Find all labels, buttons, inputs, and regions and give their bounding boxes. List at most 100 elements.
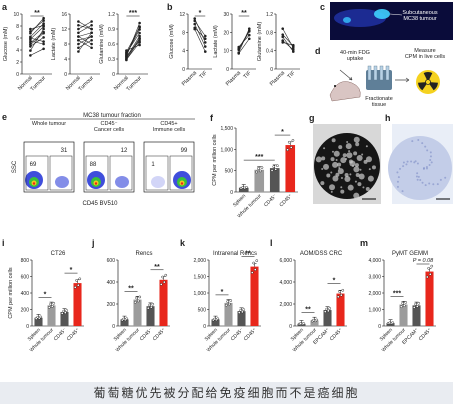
cell-cloud bbox=[151, 176, 165, 188]
y-tick-label: 8 bbox=[16, 24, 19, 30]
texture-spot bbox=[432, 183, 435, 186]
y-tick-label: 1,000 bbox=[193, 291, 206, 297]
panel-letter-b: b bbox=[167, 2, 173, 12]
texture-spot bbox=[357, 182, 362, 187]
data-point bbox=[341, 289, 345, 292]
data-point bbox=[90, 38, 93, 42]
texture-spot bbox=[396, 185, 399, 188]
pair-line bbox=[30, 32, 44, 45]
pair-line bbox=[126, 29, 140, 55]
panel-letter-l: l bbox=[270, 238, 273, 248]
y-tick-label: 10 bbox=[223, 49, 229, 55]
data-point bbox=[237, 47, 241, 51]
data-point bbox=[239, 308, 242, 312]
y-tick-label: 0.4 bbox=[266, 49, 273, 55]
pair-line bbox=[30, 26, 44, 40]
gate-right bbox=[169, 155, 193, 191]
gate-percent: 99 bbox=[181, 148, 188, 154]
data-point bbox=[42, 19, 45, 22]
texture-spot bbox=[425, 165, 428, 168]
radiation-blade bbox=[428, 82, 438, 91]
data-point bbox=[281, 35, 285, 39]
texture-spot bbox=[410, 160, 413, 163]
y-tick-label: 8 bbox=[64, 42, 67, 48]
data-point bbox=[272, 165, 276, 168]
bar bbox=[120, 319, 129, 326]
data-point bbox=[64, 311, 67, 314]
y-tick-label: 0.6 bbox=[108, 42, 115, 48]
data-point bbox=[291, 50, 295, 53]
data-point bbox=[39, 315, 43, 319]
sig-label: * bbox=[281, 129, 284, 136]
texture-spot bbox=[353, 192, 360, 199]
texture-spot bbox=[333, 150, 340, 157]
data-point bbox=[224, 303, 228, 307]
pair-line bbox=[282, 40, 294, 50]
pair-line bbox=[30, 48, 44, 56]
x-tick-label: CD45⁺ bbox=[152, 327, 167, 342]
x-tick-label: CD45⁻ bbox=[230, 327, 245, 342]
panel-letter-e: e bbox=[2, 112, 7, 122]
column-header: CD45+ Immune cells bbox=[153, 121, 186, 133]
data-point bbox=[65, 309, 69, 312]
data-point bbox=[286, 148, 289, 152]
data-point bbox=[429, 272, 432, 276]
y-axis-label: Glucose (mM) bbox=[3, 27, 9, 62]
texture-spot bbox=[331, 150, 334, 153]
data-point bbox=[60, 312, 64, 315]
data-point bbox=[52, 302, 56, 305]
data-point bbox=[404, 301, 408, 304]
data-point bbox=[77, 27, 80, 31]
y-tick-label: 0 bbox=[112, 72, 115, 78]
data-point bbox=[281, 41, 285, 44]
texture-spot bbox=[342, 153, 347, 158]
y-tick-label: 4,000 bbox=[279, 280, 292, 286]
texture-spot bbox=[346, 152, 353, 159]
y-tick-label: 20 bbox=[223, 30, 229, 36]
data-point bbox=[252, 261, 255, 265]
bar bbox=[146, 306, 155, 326]
texture-spot bbox=[359, 168, 362, 171]
gate-percent: 12 bbox=[121, 148, 128, 154]
panel-g-image bbox=[313, 124, 381, 204]
step-label: Measure CPM in live cells bbox=[405, 48, 446, 60]
data-point bbox=[135, 296, 138, 300]
data-point bbox=[51, 305, 54, 308]
texture-spot bbox=[436, 183, 439, 186]
texture-spot bbox=[329, 184, 336, 191]
data-point bbox=[77, 31, 80, 35]
panel-letter-i: i bbox=[2, 238, 5, 248]
pair-line bbox=[78, 32, 92, 37]
data-point bbox=[203, 45, 207, 48]
data-point bbox=[323, 310, 327, 313]
sig-label: ** bbox=[245, 251, 251, 258]
x-tick-label: CD45⁺ bbox=[279, 193, 294, 208]
y-tick-label: 600 bbox=[107, 258, 116, 264]
gate-left bbox=[85, 155, 109, 191]
data-point bbox=[328, 307, 332, 310]
texture-spot bbox=[421, 142, 424, 145]
panel-letter-k: k bbox=[180, 238, 186, 248]
data-point bbox=[137, 299, 140, 303]
sig-label: * bbox=[221, 289, 224, 296]
tube bbox=[373, 65, 378, 81]
sig-label: * bbox=[199, 10, 202, 17]
fraction-title: MC38 tumour fraction bbox=[83, 113, 141, 119]
y-tick-label: 0 bbox=[64, 72, 67, 78]
pair-line bbox=[238, 28, 250, 53]
sig-label: *** bbox=[129, 10, 137, 17]
data-point bbox=[42, 36, 45, 39]
y-tick-label: 4 bbox=[64, 57, 67, 63]
x-axis-label: CD45 BV510 bbox=[82, 201, 118, 207]
pair-line bbox=[238, 38, 250, 54]
y-axis-label: Lactate (mM) bbox=[51, 28, 57, 61]
bar bbox=[386, 323, 395, 326]
x-tick-label: CD45⁺ bbox=[243, 327, 258, 342]
pair-line bbox=[30, 18, 44, 34]
texture-spot bbox=[405, 163, 408, 166]
texture-spot bbox=[332, 175, 339, 182]
